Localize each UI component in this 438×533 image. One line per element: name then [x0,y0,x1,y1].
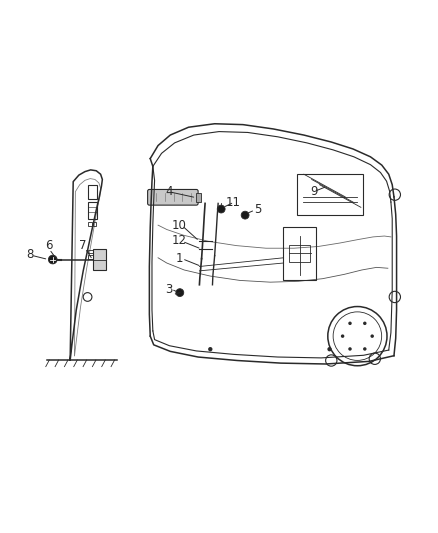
Text: 10: 10 [172,219,187,232]
Bar [88,185,97,199]
Bar [297,174,363,215]
Text: 12: 12 [171,234,187,247]
Circle shape [371,334,374,338]
Circle shape [348,321,352,325]
Circle shape [176,289,184,296]
Bar [88,202,97,219]
Bar [93,249,106,270]
FancyBboxPatch shape [148,189,198,205]
Bar [88,222,92,227]
Circle shape [241,211,249,219]
Bar [88,255,95,259]
Bar [283,228,316,279]
Bar [88,250,95,254]
Text: 7: 7 [79,239,87,252]
Text: 5: 5 [254,204,262,216]
Text: 6: 6 [45,239,52,252]
Text: 3: 3 [165,282,173,296]
Circle shape [217,205,225,213]
Circle shape [363,347,367,351]
Circle shape [327,347,332,351]
Text: 11: 11 [226,196,241,208]
Text: 8: 8 [26,248,33,261]
Circle shape [363,321,367,325]
Text: 9: 9 [310,185,318,198]
Text: 1: 1 [175,252,183,265]
Bar [196,193,201,201]
Circle shape [208,347,212,351]
Bar [289,245,311,262]
Bar [93,222,96,227]
Circle shape [348,347,352,351]
Text: 4: 4 [165,185,173,198]
Circle shape [48,255,57,264]
Circle shape [341,334,344,338]
